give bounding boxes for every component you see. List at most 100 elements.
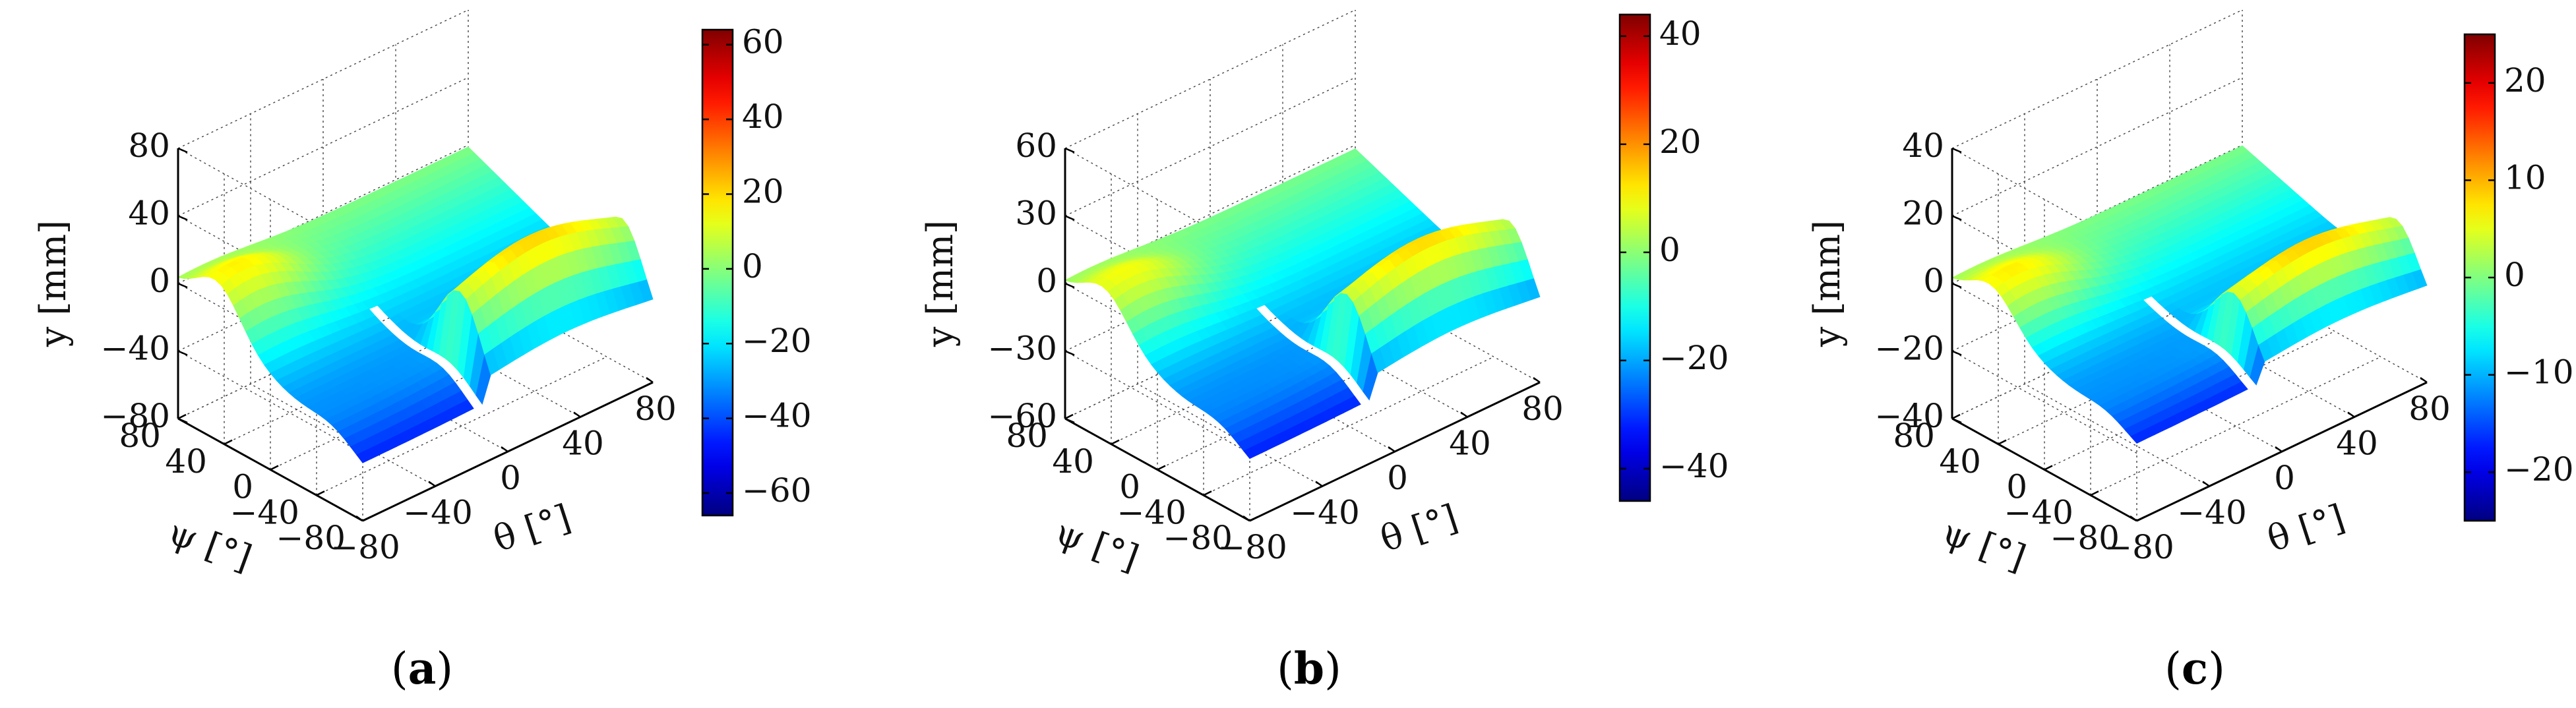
psi-tick xyxy=(1249,516,1258,522)
z-tick-label: 0 xyxy=(1923,262,1944,300)
theta-tick-label: 0 xyxy=(500,459,521,497)
z-tick xyxy=(1064,215,1075,221)
z-tick-label: 60 xyxy=(1015,127,1057,165)
z-tick-label: 0 xyxy=(149,262,170,300)
z-tick-label: 40 xyxy=(1902,127,1944,165)
z-axis-title: y [mm] xyxy=(1806,220,1848,347)
psi-tick-label: 80 xyxy=(119,417,161,455)
theta-tick xyxy=(1460,411,1468,418)
colorbar-tick-label: 20 xyxy=(1659,123,1702,161)
z-tick xyxy=(177,147,188,154)
psi-tick xyxy=(316,490,325,496)
theta-tick-label: −40 xyxy=(403,494,473,532)
z-tick xyxy=(1064,350,1075,356)
psi-tick-label: 80 xyxy=(1006,417,1048,455)
theta-tick-label: 80 xyxy=(1521,390,1564,428)
psi-tick xyxy=(224,439,233,445)
theta-tick-label: 0 xyxy=(1387,459,1408,497)
z-tick-label: −30 xyxy=(987,330,1057,368)
theta-tick-label: −40 xyxy=(2177,494,2247,532)
colorbar-tick-label: 40 xyxy=(1659,15,1702,53)
theta-tick xyxy=(2275,446,2283,453)
panel-label-b-letter: b xyxy=(1293,643,1325,694)
z-tick-label: 20 xyxy=(1902,194,1944,233)
psi-tick xyxy=(1111,439,1120,445)
colorbar-tick-label: −20 xyxy=(1659,339,1729,377)
surface xyxy=(1951,145,2428,444)
panel-label-b: (b) xyxy=(1277,643,1341,694)
psi-tick xyxy=(2136,516,2145,522)
grid-line xyxy=(177,76,469,217)
colorbar-tick-label: 10 xyxy=(2504,158,2546,196)
theta-axis-title: θ [°] xyxy=(2262,496,2349,560)
theta-tick xyxy=(1315,481,1323,487)
theta-tick xyxy=(2347,411,2355,418)
colorbar-tick-label: −40 xyxy=(1659,447,1729,485)
colorbar-tick-label: −20 xyxy=(742,322,812,360)
theta-tick xyxy=(501,446,508,453)
psi-tick xyxy=(2044,465,2053,471)
panel-label-c: (c) xyxy=(2164,643,2225,694)
psi-tick xyxy=(1998,439,2007,445)
psi-tick-label: 40 xyxy=(165,442,207,481)
theta-tick xyxy=(646,376,654,384)
grid-line xyxy=(177,280,469,419)
psi-tick-label: 80 xyxy=(1893,417,1935,455)
psi-tick xyxy=(1203,490,1212,496)
colorbar-tick-label: 20 xyxy=(2504,61,2546,100)
theta-tick-label: 0 xyxy=(2274,459,2295,497)
theta-tick xyxy=(2202,481,2210,487)
z-tick-label: −40 xyxy=(100,330,170,368)
theta-tick xyxy=(428,481,436,487)
z-tick xyxy=(1951,282,1962,289)
colorbar-tick-label: −40 xyxy=(742,397,812,435)
psi-tick xyxy=(2090,490,2099,496)
grid-line xyxy=(224,305,515,445)
z-tick-label: 80 xyxy=(128,127,170,165)
panel-label-a: (a) xyxy=(390,643,454,694)
colorbar-tick-label: 0 xyxy=(1659,231,1680,269)
theta-tick-label: 40 xyxy=(562,425,604,463)
psi-tick xyxy=(1064,413,1074,420)
psi-tick-label: −80 xyxy=(2050,519,2120,557)
theta-tick-label: 40 xyxy=(1449,425,1491,463)
z-tick xyxy=(1951,350,1962,356)
panel-label-c-letter: c xyxy=(2181,643,2209,694)
z-tick xyxy=(177,215,188,221)
theta-axis-title: θ [°] xyxy=(488,496,575,560)
surface xyxy=(1064,148,1541,459)
grid-line xyxy=(177,212,469,352)
z-axis-title: y [mm] xyxy=(919,220,961,347)
theta-axis-title: θ [°] xyxy=(1375,496,1462,560)
colorbar-tick-label: 0 xyxy=(2504,256,2525,294)
psi-tick-label: −80 xyxy=(276,519,346,557)
psi-tick xyxy=(1951,413,1961,420)
colorbar-tick-label: −10 xyxy=(2504,353,2574,392)
psi-tick-label: −80 xyxy=(1163,519,1233,557)
colorbar-tick-label: 0 xyxy=(742,247,763,285)
z-tick-label: 0 xyxy=(1036,262,1057,300)
z-tick-label: 30 xyxy=(1015,194,1057,233)
z-tick xyxy=(177,282,188,289)
grid-line xyxy=(177,148,363,251)
psi-tick xyxy=(1157,465,1166,471)
theta-tick-label: 40 xyxy=(2336,425,2378,463)
colorbar-tick-label: 60 xyxy=(742,23,784,61)
z-tick xyxy=(1951,215,1962,221)
panel-label-a-letter: a xyxy=(408,643,437,694)
psi-tick-label: 40 xyxy=(1939,442,1981,481)
z-axis-title: y [mm] xyxy=(32,220,74,347)
theta-tick-label: −40 xyxy=(1290,494,1360,532)
z-tick xyxy=(1951,147,1962,154)
theta-tick-label: 80 xyxy=(2408,390,2451,428)
psi-tick xyxy=(177,413,187,420)
colorbar xyxy=(1618,13,1651,502)
grid-line xyxy=(177,350,363,454)
theta-tick xyxy=(573,411,581,418)
colorbar xyxy=(701,28,734,517)
